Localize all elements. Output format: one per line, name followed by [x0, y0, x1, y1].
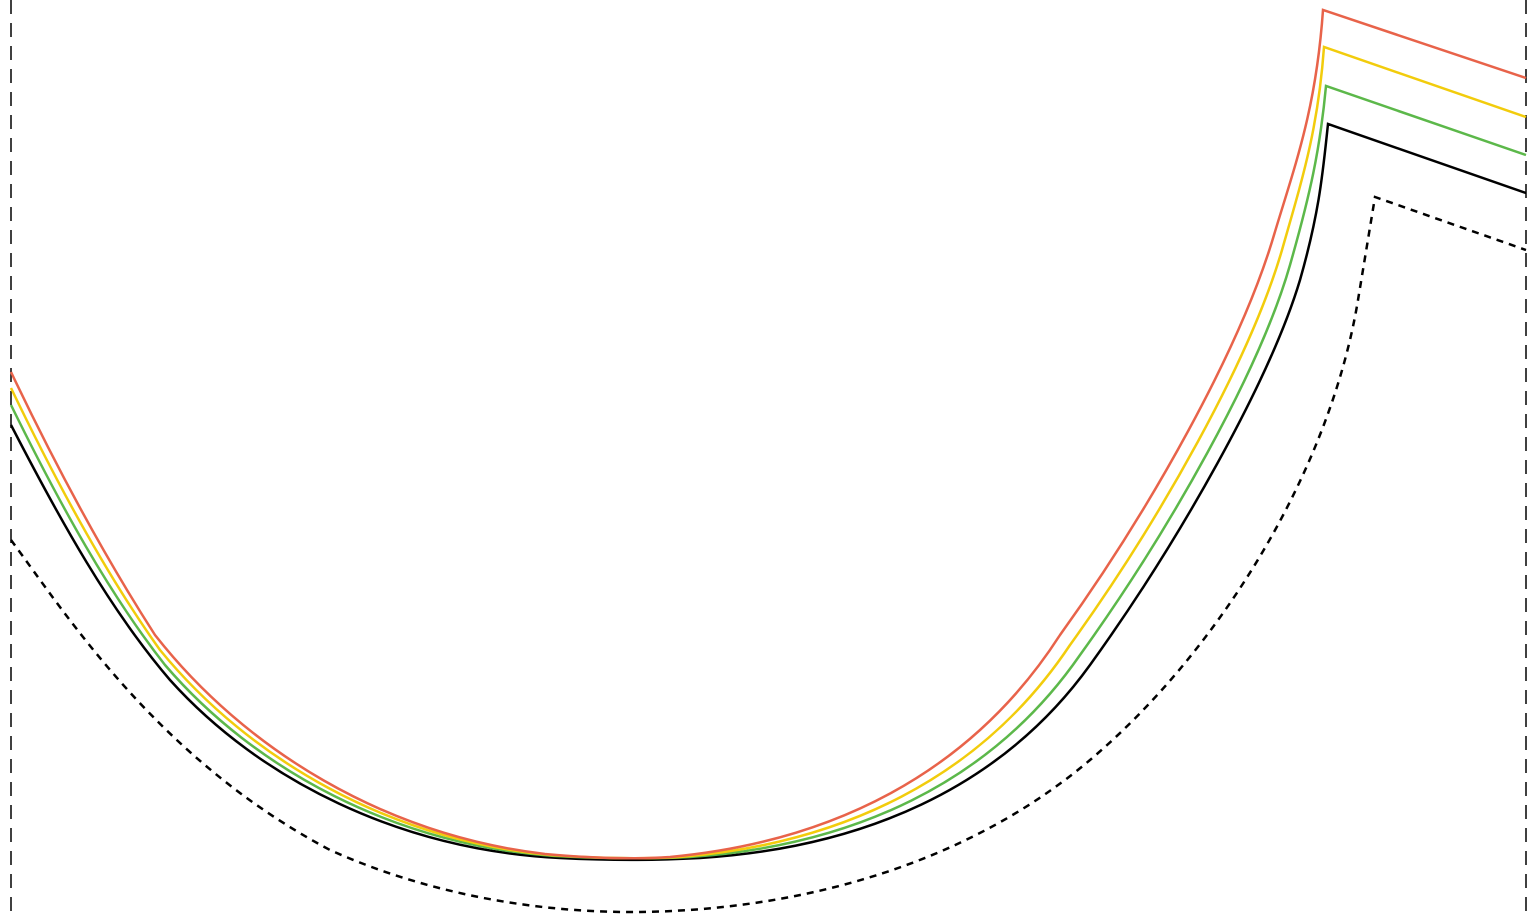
yellow-curve	[9, 45, 1527, 860]
red-curve	[9, 8, 1527, 860]
dashed-outline-curve	[9, 195, 1527, 914]
black-curve	[9, 122, 1527, 862]
green-curve	[9, 84, 1527, 860]
